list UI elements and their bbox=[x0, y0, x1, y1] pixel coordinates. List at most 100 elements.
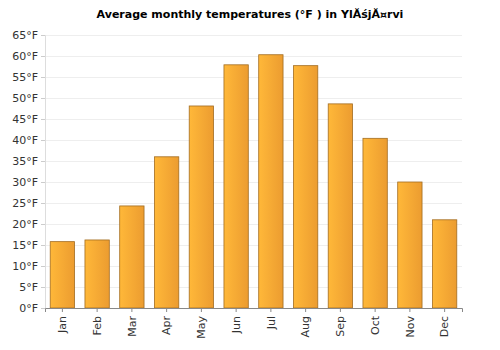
y-tick: 50°F bbox=[12, 92, 45, 105]
grid-line bbox=[45, 35, 462, 36]
x-tick: May bbox=[195, 308, 208, 339]
grid-line bbox=[45, 161, 462, 162]
grid-line bbox=[45, 119, 462, 120]
x-tick: Mar bbox=[126, 308, 139, 337]
grid bbox=[45, 36, 462, 309]
y-tick-mark bbox=[41, 119, 45, 120]
grid-line bbox=[45, 56, 462, 57]
x-tick-label: May bbox=[195, 316, 208, 339]
y-tick: 45°F bbox=[12, 113, 45, 126]
bar bbox=[432, 220, 456, 308]
x-tick-label: Sep bbox=[334, 316, 347, 337]
bar bbox=[85, 240, 109, 308]
x-tick-mark bbox=[236, 308, 237, 312]
y-tick-label: 55°F bbox=[12, 71, 38, 84]
y-tick-mark bbox=[41, 182, 45, 183]
y-tick-mark bbox=[41, 35, 45, 36]
y-tick: 0°F bbox=[19, 302, 45, 315]
y-tick-label: 45°F bbox=[12, 113, 38, 126]
bar bbox=[259, 55, 283, 308]
y-tick-mark bbox=[41, 224, 45, 225]
x-tick: Oct bbox=[369, 308, 382, 335]
bar bbox=[328, 104, 352, 308]
x-tick: Dec bbox=[438, 308, 451, 337]
y-tick: 30°F bbox=[12, 176, 45, 189]
x-tick: Aug bbox=[299, 308, 312, 337]
x-tick: Jul bbox=[265, 308, 278, 330]
y-tick: 15°F bbox=[12, 239, 45, 252]
x-tick-label: Aug bbox=[299, 316, 312, 337]
x-tick: Nov bbox=[404, 308, 417, 337]
bar bbox=[293, 66, 317, 308]
title: Average monthly temperatures (°F ) in Yl… bbox=[97, 8, 404, 21]
x-tick-label: Dec bbox=[438, 316, 451, 337]
bar bbox=[50, 242, 74, 308]
x-tick-mark bbox=[62, 308, 63, 312]
y-tick-mark bbox=[41, 56, 45, 57]
x-tick: Sep bbox=[334, 308, 347, 337]
x-tick-label: Jul bbox=[265, 316, 278, 330]
y-tick-mark bbox=[41, 140, 45, 141]
y-tick: 20°F bbox=[12, 218, 45, 231]
x-tick-label: Oct bbox=[369, 315, 382, 335]
y-tick-label: 0°F bbox=[19, 302, 38, 315]
bar bbox=[120, 206, 144, 308]
y-axis-line bbox=[41, 36, 46, 309]
x-axis: Jan Feb Mar Apr May Jun Jul Aug Sep Oct Nov Dec bbox=[46, 308, 463, 339]
bar bbox=[189, 106, 213, 308]
bar bbox=[363, 138, 387, 308]
x-tick: Feb bbox=[91, 308, 104, 335]
y-tick-label: 30°F bbox=[12, 176, 38, 189]
y-tick-label: 25°F bbox=[12, 197, 38, 210]
x-tick-label: Nov bbox=[404, 316, 417, 338]
y-tick-label: 20°F bbox=[12, 218, 38, 231]
x-tick-mark bbox=[444, 308, 445, 312]
bar bbox=[224, 65, 248, 308]
x-tick-mark bbox=[340, 308, 341, 312]
y-tick: 65°F bbox=[12, 29, 45, 42]
x-tick: Jun bbox=[230, 308, 243, 334]
y-tick: 60°F bbox=[12, 50, 45, 63]
x-tick-label: Feb bbox=[91, 316, 104, 335]
y-tick-label: 5°F bbox=[19, 281, 38, 294]
y-tick-mark bbox=[41, 77, 45, 78]
y-tick-label: 15°F bbox=[12, 239, 38, 252]
x-tick-mark bbox=[305, 308, 306, 312]
grid-line bbox=[45, 98, 462, 99]
bar bbox=[154, 157, 178, 308]
x-tick-label: Apr bbox=[160, 316, 173, 336]
y-tick-mark bbox=[41, 98, 45, 99]
y-tick-mark bbox=[41, 203, 45, 204]
y-tick: 55°F bbox=[12, 71, 45, 84]
y-tick-mark bbox=[41, 266, 45, 267]
grid-line bbox=[45, 77, 462, 78]
plot-area bbox=[45, 35, 462, 308]
x-tick-mark bbox=[270, 308, 271, 312]
x-tick-label: Jun bbox=[230, 316, 243, 334]
x-axis-line bbox=[46, 309, 463, 313]
bars bbox=[50, 55, 457, 308]
y-tick-mark bbox=[41, 287, 45, 288]
y-tick-mark bbox=[41, 308, 45, 309]
y-tick-mark bbox=[41, 245, 45, 246]
x-tick: Apr bbox=[160, 308, 173, 335]
y-tick-label: 50°F bbox=[12, 92, 38, 105]
x-tick-mark bbox=[131, 308, 132, 312]
y-tick-label: 10°F bbox=[12, 260, 38, 273]
grid-line bbox=[45, 140, 462, 141]
y-tick: 40°F bbox=[12, 134, 45, 147]
y-tick: 10°F bbox=[12, 260, 45, 273]
y-tick: 25°F bbox=[12, 197, 45, 210]
x-tick-label: Jan bbox=[56, 316, 69, 334]
y-tick-label: 40°F bbox=[12, 134, 38, 147]
x-tick-mark bbox=[166, 308, 167, 312]
y-tick-label: 65°F bbox=[12, 29, 38, 42]
y-tick-mark bbox=[41, 161, 45, 162]
y-tick-label: 35°F bbox=[12, 155, 38, 168]
x-tick-mark bbox=[375, 308, 376, 312]
x-tick-mark bbox=[97, 308, 98, 312]
chart: Average monthly temperatures (°F ) in Yl… bbox=[0, 0, 500, 350]
x-tick-mark bbox=[409, 308, 410, 312]
x-tick-label: Mar bbox=[126, 316, 139, 337]
x-tick-mark bbox=[201, 308, 202, 312]
